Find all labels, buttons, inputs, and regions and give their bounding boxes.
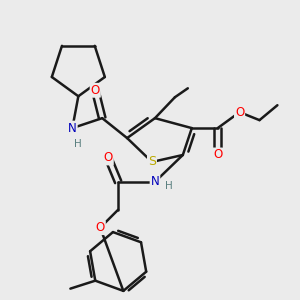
Text: O: O xyxy=(91,84,100,97)
Text: H: H xyxy=(165,181,173,191)
Text: O: O xyxy=(213,148,222,161)
Text: O: O xyxy=(235,106,244,119)
Text: H: H xyxy=(74,139,82,149)
Text: O: O xyxy=(96,221,105,234)
Text: S: S xyxy=(148,155,156,168)
Text: N: N xyxy=(151,176,159,188)
Text: N: N xyxy=(68,122,77,135)
Text: O: O xyxy=(103,152,113,164)
